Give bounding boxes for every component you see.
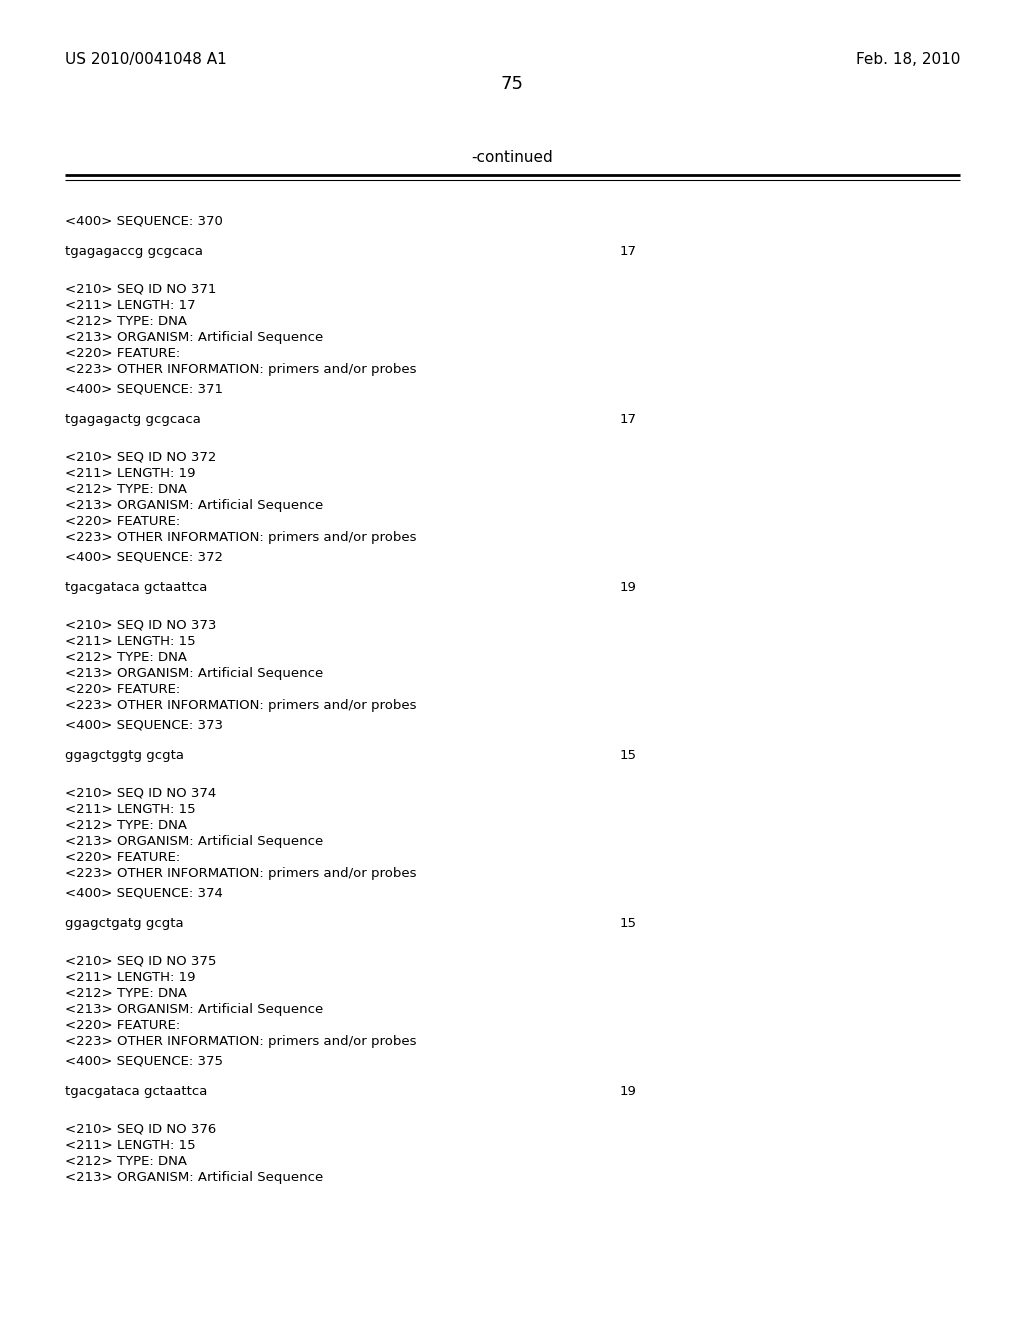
Text: <400> SEQUENCE: 372: <400> SEQUENCE: 372 <box>65 550 223 564</box>
Text: <210> SEQ ID NO 371: <210> SEQ ID NO 371 <box>65 282 216 296</box>
Text: <213> ORGANISM: Artificial Sequence: <213> ORGANISM: Artificial Sequence <box>65 667 324 680</box>
Text: 15: 15 <box>620 917 637 931</box>
Text: <210> SEQ ID NO 374: <210> SEQ ID NO 374 <box>65 787 216 800</box>
Text: tgacgataca gctaattca: tgacgataca gctaattca <box>65 581 208 594</box>
Text: <220> FEATURE:: <220> FEATURE: <box>65 1019 180 1032</box>
Text: <223> OTHER INFORMATION: primers and/or probes: <223> OTHER INFORMATION: primers and/or … <box>65 531 417 544</box>
Text: <210> SEQ ID NO 373: <210> SEQ ID NO 373 <box>65 619 216 632</box>
Text: <210> SEQ ID NO 372: <210> SEQ ID NO 372 <box>65 451 216 465</box>
Text: <213> ORGANISM: Artificial Sequence: <213> ORGANISM: Artificial Sequence <box>65 331 324 345</box>
Text: <213> ORGANISM: Artificial Sequence: <213> ORGANISM: Artificial Sequence <box>65 499 324 512</box>
Text: <213> ORGANISM: Artificial Sequence: <213> ORGANISM: Artificial Sequence <box>65 836 324 847</box>
Text: <211> LENGTH: 17: <211> LENGTH: 17 <box>65 300 196 312</box>
Text: <212> TYPE: DNA: <212> TYPE: DNA <box>65 987 187 1001</box>
Text: <220> FEATURE:: <220> FEATURE: <box>65 851 180 865</box>
Text: <223> OTHER INFORMATION: primers and/or probes: <223> OTHER INFORMATION: primers and/or … <box>65 700 417 711</box>
Text: <400> SEQUENCE: 371: <400> SEQUENCE: 371 <box>65 383 223 396</box>
Text: Feb. 18, 2010: Feb. 18, 2010 <box>856 51 961 67</box>
Text: <211> LENGTH: 15: <211> LENGTH: 15 <box>65 803 196 816</box>
Text: 19: 19 <box>620 1085 637 1098</box>
Text: ggagctggtg gcgta: ggagctggtg gcgta <box>65 748 184 762</box>
Text: <211> LENGTH: 19: <211> LENGTH: 19 <box>65 972 196 983</box>
Text: <223> OTHER INFORMATION: primers and/or probes: <223> OTHER INFORMATION: primers and/or … <box>65 363 417 376</box>
Text: <220> FEATURE:: <220> FEATURE: <box>65 347 180 360</box>
Text: <212> TYPE: DNA: <212> TYPE: DNA <box>65 818 187 832</box>
Text: <220> FEATURE:: <220> FEATURE: <box>65 515 180 528</box>
Text: <211> LENGTH: 15: <211> LENGTH: 15 <box>65 1139 196 1152</box>
Text: <210> SEQ ID NO 375: <210> SEQ ID NO 375 <box>65 954 216 968</box>
Text: <210> SEQ ID NO 376: <210> SEQ ID NO 376 <box>65 1123 216 1137</box>
Text: tgagagaccg gcgcaca: tgagagaccg gcgcaca <box>65 246 203 257</box>
Text: <400> SEQUENCE: 370: <400> SEQUENCE: 370 <box>65 215 223 228</box>
Text: ggagctgatg gcgta: ggagctgatg gcgta <box>65 917 183 931</box>
Text: <223> OTHER INFORMATION: primers and/or probes: <223> OTHER INFORMATION: primers and/or … <box>65 867 417 880</box>
Text: <211> LENGTH: 19: <211> LENGTH: 19 <box>65 467 196 480</box>
Text: 17: 17 <box>620 413 637 426</box>
Text: tgagagactg gcgcaca: tgagagactg gcgcaca <box>65 413 201 426</box>
Text: <400> SEQUENCE: 375: <400> SEQUENCE: 375 <box>65 1055 223 1068</box>
Text: <213> ORGANISM: Artificial Sequence: <213> ORGANISM: Artificial Sequence <box>65 1171 324 1184</box>
Text: <211> LENGTH: 15: <211> LENGTH: 15 <box>65 635 196 648</box>
Text: 75: 75 <box>501 75 523 92</box>
Text: US 2010/0041048 A1: US 2010/0041048 A1 <box>65 51 226 67</box>
Text: <212> TYPE: DNA: <212> TYPE: DNA <box>65 651 187 664</box>
Text: tgacgataca gctaattca: tgacgataca gctaattca <box>65 1085 208 1098</box>
Text: -continued: -continued <box>471 150 553 165</box>
Text: <212> TYPE: DNA: <212> TYPE: DNA <box>65 483 187 496</box>
Text: <213> ORGANISM: Artificial Sequence: <213> ORGANISM: Artificial Sequence <box>65 1003 324 1016</box>
Text: <223> OTHER INFORMATION: primers and/or probes: <223> OTHER INFORMATION: primers and/or … <box>65 1035 417 1048</box>
Text: <400> SEQUENCE: 373: <400> SEQUENCE: 373 <box>65 719 223 733</box>
Text: <220> FEATURE:: <220> FEATURE: <box>65 682 180 696</box>
Text: <212> TYPE: DNA: <212> TYPE: DNA <box>65 1155 187 1168</box>
Text: 17: 17 <box>620 246 637 257</box>
Text: <400> SEQUENCE: 374: <400> SEQUENCE: 374 <box>65 887 223 900</box>
Text: <212> TYPE: DNA: <212> TYPE: DNA <box>65 315 187 327</box>
Text: 15: 15 <box>620 748 637 762</box>
Text: 19: 19 <box>620 581 637 594</box>
